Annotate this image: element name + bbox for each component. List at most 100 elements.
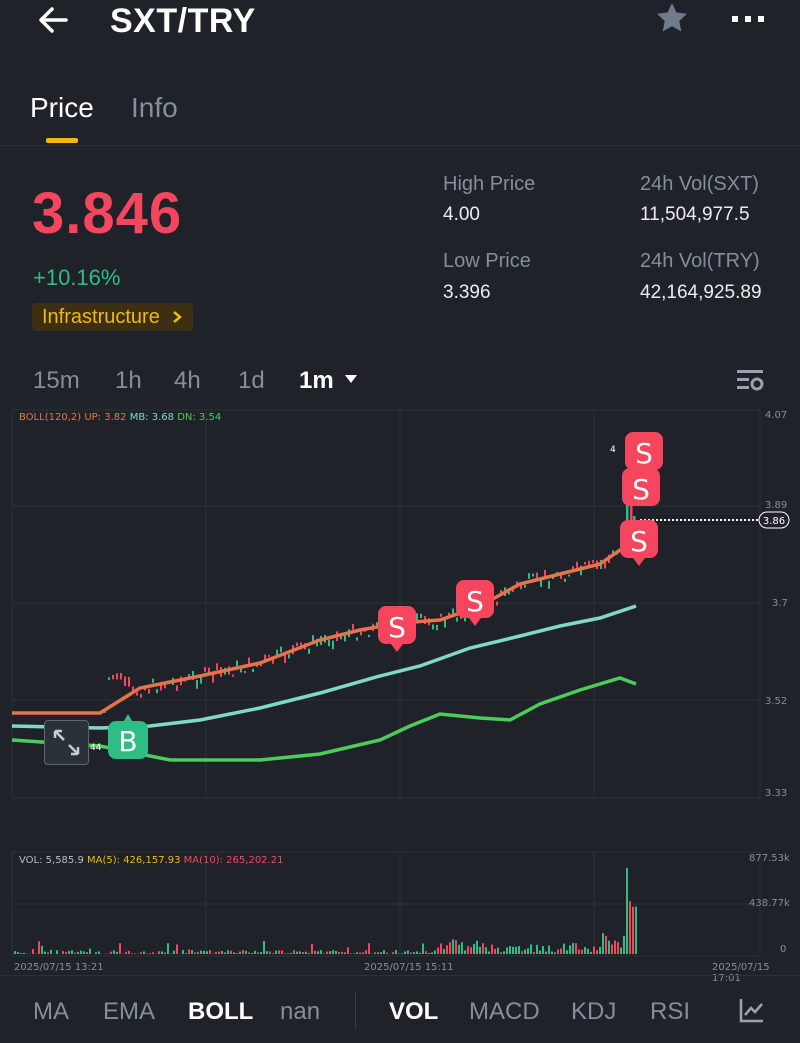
time-axis-tick: 2025/07/15 17:01 [712, 962, 770, 984]
sell-marker[interactable]: S [622, 468, 660, 506]
tab-info[interactable]: Info [131, 92, 178, 123]
volume-bar [296, 951, 298, 954]
candle [524, 584, 526, 588]
indicator-boll[interactable]: BOLL [188, 998, 254, 1025]
candle [160, 682, 162, 691]
volume-bar [395, 950, 397, 954]
svg-text:B: B [118, 725, 137, 758]
candle [312, 635, 314, 643]
candlestick-chart[interactable]: 3.86 4 44 S S S S S B [0, 408, 800, 800]
volume-bar [455, 940, 457, 954]
indicator-ma[interactable]: MA [33, 998, 69, 1025]
volume-bar [317, 951, 319, 954]
vol-quote-value: 42,164,925.89 [640, 282, 762, 303]
volume-bar [86, 952, 88, 954]
candle [360, 631, 362, 636]
boll-upper-line [12, 541, 632, 715]
chart-settings-icon[interactable] [734, 366, 766, 394]
candle [136, 692, 138, 696]
interval-1d[interactable]: 1d [238, 367, 265, 394]
volume-bar [461, 942, 463, 954]
candle [500, 590, 502, 595]
volume-bar [218, 951, 220, 954]
candle [176, 685, 178, 691]
volume-bar [323, 953, 325, 954]
vol-legend: VOL: 5,585.9 MA(5): 426,157.93 MA(10): 2… [19, 855, 283, 866]
indicator-vol[interactable]: VOL [389, 998, 439, 1025]
buy-marker[interactable]: B [108, 714, 148, 759]
category-tag[interactable]: Infrastructure [32, 303, 194, 331]
volume-bar [482, 943, 484, 954]
interval-1h[interactable]: 1h [115, 367, 142, 394]
volume-bar [227, 950, 229, 954]
candle [452, 608, 454, 616]
volume-bar [263, 941, 265, 954]
candle [432, 624, 434, 630]
expand-icon [53, 729, 80, 756]
volume-bar [419, 952, 421, 954]
candle [116, 673, 118, 680]
volume-bar [401, 953, 403, 954]
chevron-right-icon [173, 311, 183, 323]
indicator-nan[interactable]: nan [280, 998, 321, 1025]
caret-down-icon[interactable] [344, 374, 358, 384]
candle [630, 503, 633, 533]
candle [288, 654, 290, 659]
volume-bar [167, 943, 169, 954]
volume-bar [185, 953, 187, 954]
vol-axis-tick: 0 [780, 944, 787, 955]
candle [124, 676, 126, 686]
volume-bar [443, 948, 445, 954]
volume-bar [50, 949, 52, 954]
volume-bar [329, 951, 331, 954]
volume-bar [338, 952, 340, 954]
volume-bar [275, 950, 277, 954]
more-dots-icon[interactable] [728, 8, 768, 28]
volume-bar [497, 947, 499, 954]
volume-bar [479, 946, 481, 954]
sell-marker[interactable]: S [378, 606, 416, 652]
back-arrow-icon[interactable] [36, 4, 72, 36]
indicator-settings-icon[interactable] [738, 996, 766, 1024]
volume-bar [152, 952, 154, 954]
volume-bar [131, 953, 133, 954]
interval-4h[interactable]: 4h [174, 367, 201, 394]
fullscreen-button[interactable] [44, 720, 89, 765]
volume-bar [293, 950, 295, 954]
tab-price[interactable]: Price [30, 92, 94, 123]
volume-bar [251, 952, 253, 954]
header: SXT/TRY [0, 0, 800, 50]
volume-bar [494, 948, 496, 954]
indicator-divider [355, 992, 356, 1028]
volume-bar [524, 949, 526, 954]
volume-bar [464, 950, 466, 954]
boll-legend-name: BOLL(120,2) [19, 412, 82, 423]
volume-bar [125, 951, 127, 954]
volume-bar [503, 951, 505, 954]
indicator-rsi[interactable]: RSI [650, 998, 691, 1025]
volume-bar [581, 949, 583, 954]
volume-bar [380, 952, 382, 954]
volume-bar [617, 942, 619, 954]
sell-marker[interactable]: S [625, 432, 663, 470]
volume-bar [353, 953, 355, 954]
indicator-macd[interactable]: MACD [469, 998, 540, 1025]
volume-bar [128, 950, 130, 954]
indicator-kdj[interactable]: KDJ [571, 998, 617, 1025]
volume-chart[interactable] [0, 850, 800, 975]
volume-bar [245, 950, 247, 954]
sell-marker[interactable]: S [620, 520, 658, 566]
volume-bar [83, 951, 85, 954]
indicator-ema[interactable]: EMA [103, 998, 156, 1025]
volume-bar [539, 950, 541, 954]
volume-bar [365, 950, 367, 954]
volume-bar [368, 943, 370, 954]
interval-1m[interactable]: 1m [299, 367, 334, 394]
volume-bar [611, 944, 613, 954]
volume-bar [242, 950, 244, 954]
star-icon[interactable] [654, 0, 690, 36]
sell-marker[interactable]: S [456, 580, 494, 626]
vol-legend-ma10: MA(10): 265,202.21 [183, 855, 284, 866]
candle [188, 674, 190, 678]
interval-15m[interactable]: 15m [33, 367, 80, 394]
